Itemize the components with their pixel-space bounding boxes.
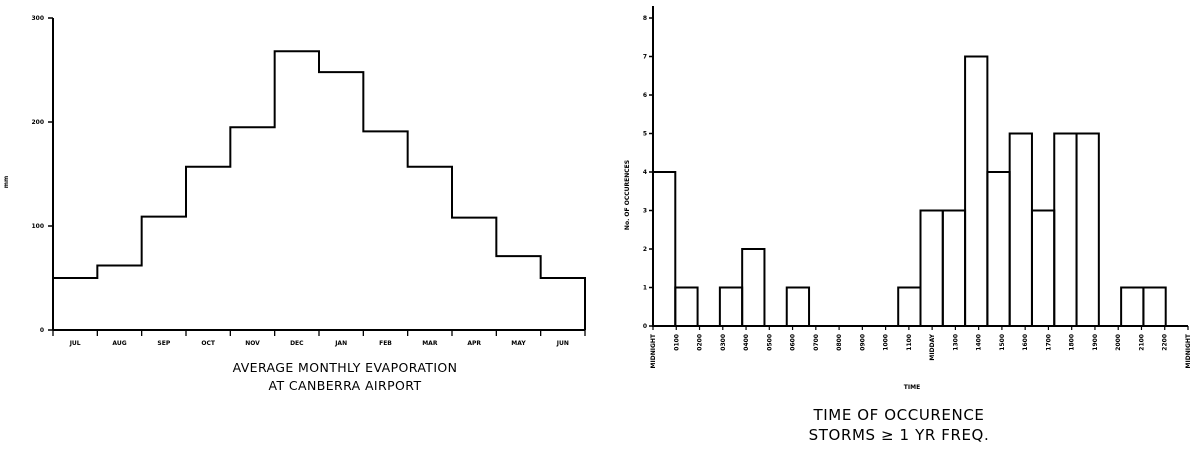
x-tick-label: DEC (290, 340, 304, 347)
storm-bar (674, 286, 699, 327)
evaporation-bar (275, 51, 319, 330)
x-tick-label: 0300 (720, 334, 727, 351)
x-tick-label: JAN (334, 340, 347, 347)
y-tick-label: 5 (643, 131, 647, 138)
y-tick-label: 2 (643, 246, 647, 253)
y-tick-label: 0 (40, 327, 44, 334)
x-tick-label: 0100 (673, 334, 680, 351)
evaporation-title-line-1: AVERAGE MONTHLY EVAPORATION (233, 360, 458, 375)
y-tick-label: 1 (643, 285, 647, 292)
storm-bar (986, 171, 1011, 327)
evaporation-bars (53, 50, 586, 330)
storm-title-line-2: STORMS ≥ 1 YR FREQ. (809, 426, 990, 444)
y-tick-label: 300 (31, 15, 44, 22)
x-tick-label: 0500 (766, 334, 773, 351)
evaporation-bar (541, 278, 585, 330)
x-tick-label: 0700 (813, 334, 820, 351)
x-tick-label: 0600 (790, 334, 797, 351)
x-tick-label: APR (467, 340, 481, 347)
y-tick-label: 6 (643, 92, 647, 99)
x-tick-label: 2100 (1138, 334, 1145, 351)
x-tick-label: 1500 (999, 334, 1006, 351)
x-tick-label: FEB (379, 340, 392, 347)
x-tick-label: JUL (69, 340, 81, 347)
storm-bar (1030, 209, 1056, 327)
x-tick-label: 0800 (836, 334, 843, 351)
x-tick-label: MIDNIGHT (650, 333, 657, 368)
storm-bar (964, 55, 989, 327)
y-tick-label: 100 (31, 223, 44, 230)
evaporation-ylabel: mm (3, 176, 10, 189)
storm-title-line-1: TIME OF OCCURENCE (813, 406, 985, 424)
evaporation-bar (408, 167, 452, 330)
y-tick-label: 4 (643, 169, 647, 176)
evaporation-bar (319, 72, 363, 330)
x-tick-label: JUN (556, 340, 569, 347)
storm-ticks: 0 1 2 3 4 5 6 7 8 MIDNIGHT 0100 0200 0300 0400 0500 060… (643, 15, 1192, 368)
storm-bar (941, 209, 967, 327)
x-tick-label: MIDDAY (929, 333, 936, 360)
evaporation-bar (363, 131, 407, 330)
x-tick-label: 1300 (952, 334, 959, 351)
evaporation-bar (186, 167, 230, 330)
x-tick-label: 1400 (976, 334, 983, 351)
storm-bar (652, 171, 677, 327)
evaporation-step-line (53, 50, 586, 330)
x-tick-label: 1700 (1045, 334, 1052, 351)
storm-bar (1142, 286, 1167, 327)
x-tick-label: 0400 (743, 334, 750, 351)
evaporation-bar (496, 256, 540, 330)
storm-bar (1008, 132, 1033, 327)
x-tick-label: 1900 (1092, 334, 1099, 351)
x-tick-label: MAY (511, 340, 526, 347)
evaporation-title-line-2: AT CANBERRA AIRPORT (269, 378, 422, 393)
y-tick-label: 3 (643, 208, 647, 215)
x-tick-label: 1000 (883, 334, 890, 351)
storm-bar (1053, 132, 1078, 327)
x-tick-label: 0200 (697, 334, 704, 351)
x-tick-label: 1100 (906, 334, 913, 351)
x-tick-label: AUG (112, 340, 126, 347)
x-tick-label: 1800 (1069, 334, 1076, 351)
storm-bar (741, 248, 766, 327)
x-tick-label: OCT (201, 340, 216, 347)
evaporation-bar (53, 278, 97, 330)
evaporation-ticks: 0 100 200 300 JUL AUG SEP OCT NOV DEC JAN FEB MAR APR… (31, 15, 586, 347)
evaporation-bar (230, 127, 274, 330)
x-tick-label: SEP (157, 340, 170, 347)
storm-occurrence-chart: 0 1 2 3 4 5 6 7 8 MIDNIGHT 0100 0200 0300 0400 0500 060… (624, 6, 1192, 444)
x-tick-label: 2200 (1162, 334, 1169, 351)
y-tick-label: 200 (31, 119, 44, 126)
x-tick-label: 1600 (1022, 334, 1029, 351)
evaporation-chart: 0 100 200 300 JUL AUG SEP OCT NOV DEC JAN FEB MAR APR… (3, 15, 586, 393)
storm-bar (785, 286, 811, 327)
storm-bar (718, 286, 744, 327)
storm-xlabel: TIME (904, 384, 920, 391)
storm-bar (897, 286, 922, 327)
storm-bars (652, 55, 1167, 327)
x-tick-label: MAR (422, 340, 438, 347)
x-tick-label: MIDNIGHT (1185, 333, 1192, 368)
storm-ylabel: No. OF OCCURENCES (624, 160, 631, 230)
x-tick-label: NOV (245, 340, 260, 347)
x-tick-label: 2000 (1115, 334, 1122, 351)
storm-bar (1075, 132, 1100, 327)
evaporation-bar (97, 266, 141, 330)
y-tick-label: 8 (643, 15, 647, 22)
y-tick-label: 7 (643, 54, 647, 61)
y-tick-label: 0 (643, 323, 647, 330)
storm-bar (1120, 286, 1145, 327)
x-tick-label: 0900 (859, 334, 866, 351)
storm-bar (919, 209, 944, 327)
evaporation-bar (452, 218, 496, 330)
evaporation-bar (142, 217, 186, 330)
